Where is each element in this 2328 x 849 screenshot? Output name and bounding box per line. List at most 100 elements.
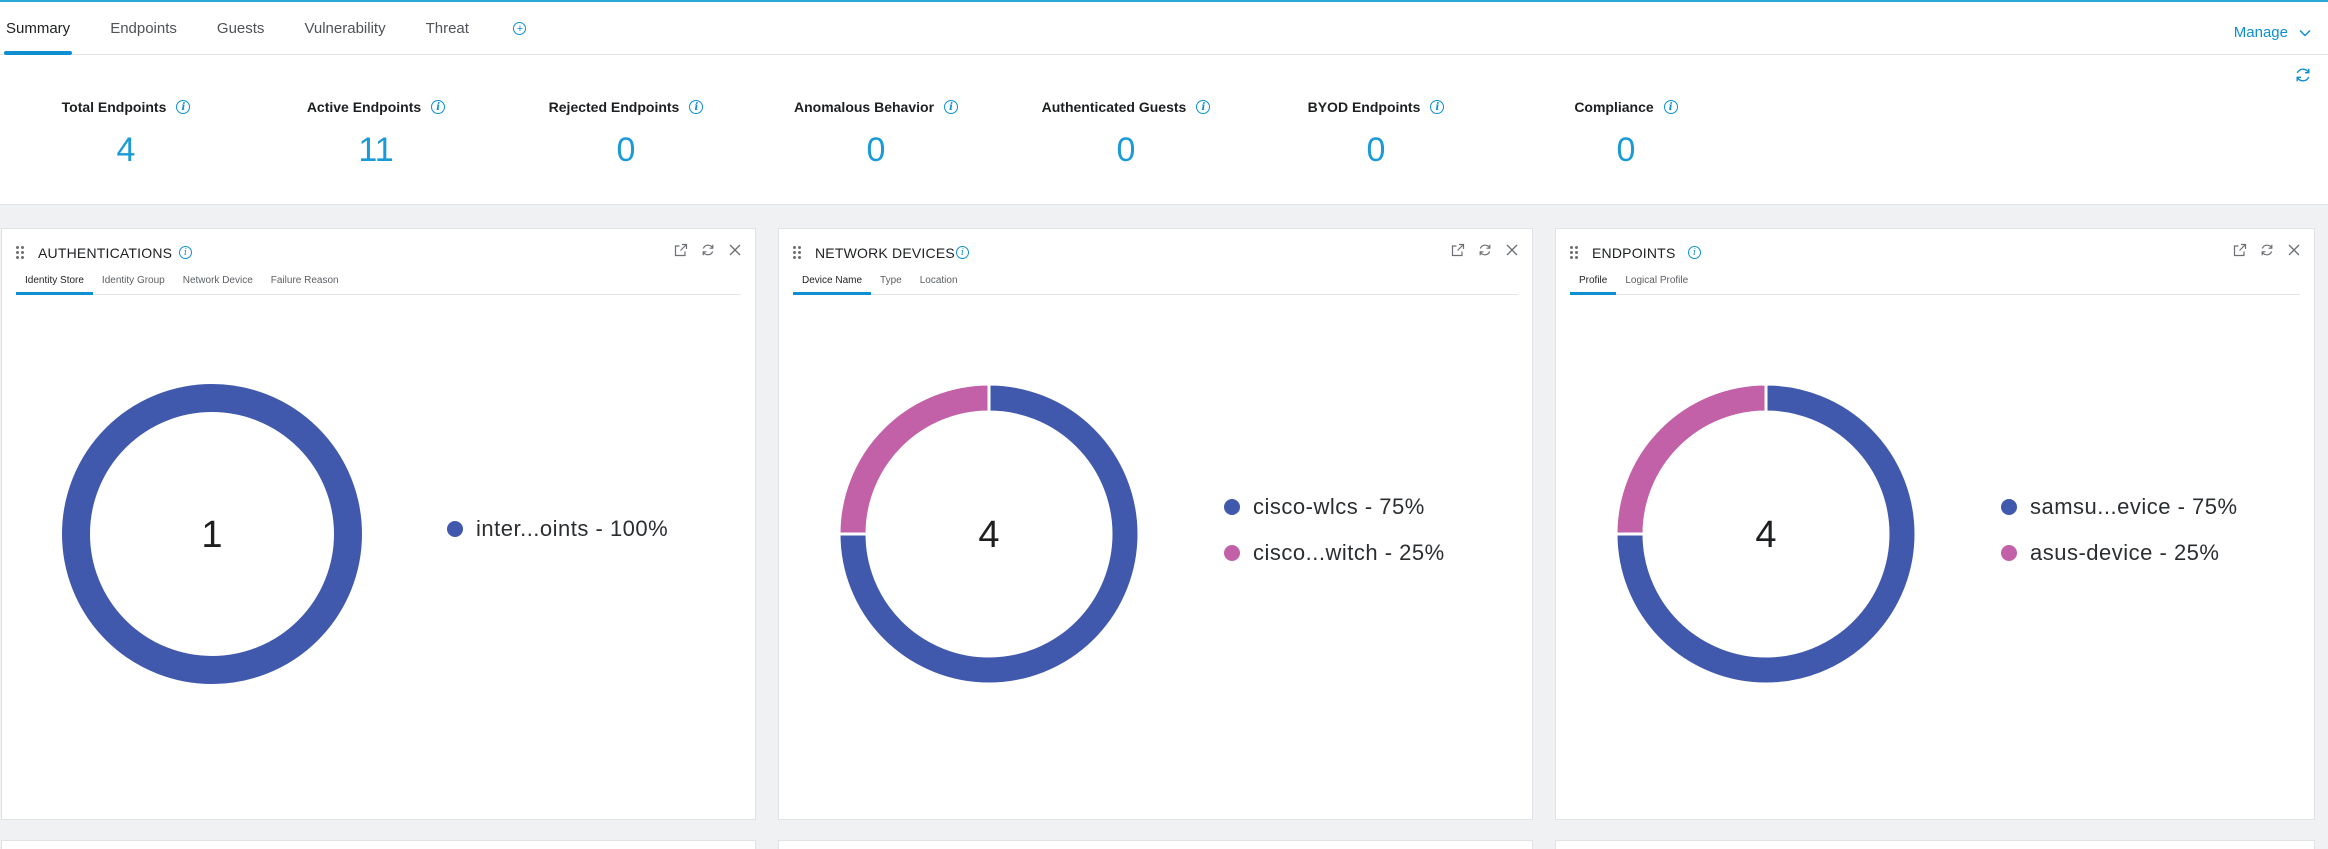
drag-handle-icon[interactable] (1570, 246, 1580, 260)
close-icon[interactable] (2286, 242, 2302, 258)
legend-swatch (2001, 499, 2017, 515)
open-external-icon[interactable] (2232, 242, 2248, 258)
manage-label: Manage (2233, 24, 2288, 41)
info-icon[interactable]: i (431, 100, 446, 114)
legend-swatch (1224, 499, 1240, 515)
legend-label: samsu...evice - 75% (2030, 494, 2238, 519)
tab-summary[interactable]: Summary (3, 2, 73, 55)
chevron-down-icon (2299, 29, 2311, 37)
plus-circle-icon: + (513, 22, 527, 35)
subtab-network-device[interactable]: Network Device (182, 275, 253, 286)
legend-label: asus-device - 25% (2030, 540, 2220, 565)
donut-slice[interactable] (837, 382, 991, 536)
info-icon[interactable]: i (1430, 100, 1445, 114)
close-icon[interactable] (1504, 242, 1520, 258)
open-external-icon[interactable] (673, 242, 689, 258)
summary-metrics: Total Endpoints i 4 Active Endpoints i 11 … (0, 55, 2328, 205)
subtab-location[interactable]: Location (919, 275, 958, 286)
tab-vulnerability[interactable]: Vulnerability (304, 20, 386, 37)
legend-label: cisco-wlcs - 75% (1253, 494, 1425, 519)
metric-label: Authenticated Guests (1041, 99, 1187, 115)
metric-byod-endpoints[interactable]: BYOD Endpoints i 0 (1261, 99, 1491, 170)
donut-slice[interactable] (1614, 382, 1918, 686)
top-tab-bar: Summary Endpoints Guests Vulnerability T… (0, 0, 2328, 55)
legend-label: inter...oints - 100% (476, 516, 669, 541)
metric-value: 11 (358, 131, 394, 169)
info-icon[interactable]: i (1196, 100, 1211, 114)
dashlet-authentications: AUTHENTICATIONS i (1, 228, 756, 820)
refresh-icon[interactable] (1477, 242, 1493, 258)
donut-chart: 4 (1614, 382, 1918, 686)
dashlet-network-devices: NETWORK DEVICES i (778, 228, 1533, 820)
tab-endpoints[interactable]: Endpoints (110, 20, 177, 37)
donut-slice[interactable] (1614, 382, 1768, 536)
subtab-device-name[interactable]: Device Name (793, 273, 872, 295)
tab-threat[interactable]: Threat (425, 20, 469, 37)
info-icon[interactable]: i (179, 246, 192, 259)
info-icon[interactable]: i (176, 100, 191, 114)
legend-item[interactable]: samsu...evice - 75% (2001, 484, 2238, 530)
legend-item[interactable]: inter...oints - 100% (447, 506, 668, 552)
info-icon[interactable]: i (1688, 246, 1701, 259)
metric-authenticated-guests[interactable]: Authenticated Guests i 0 (1011, 99, 1241, 170)
manage-menu[interactable]: Manage (2234, 2, 2312, 63)
legend-swatch (1224, 545, 1240, 561)
refresh-icon[interactable] (2259, 242, 2275, 258)
close-icon[interactable] (727, 242, 743, 258)
subtab-type[interactable]: Type (880, 275, 902, 286)
metric-compliance[interactable]: Compliance i 0 (1511, 99, 1741, 170)
dashlet-endpoints: ENDPOINTS i Profil (1555, 228, 2315, 820)
subtab-failure-reason[interactable]: Failure Reason (270, 275, 339, 286)
metric-label: BYOD Endpoints (1307, 99, 1421, 115)
legend-item[interactable]: asus-device - 25% (2001, 530, 2238, 576)
drag-handle-icon[interactable] (793, 246, 803, 260)
dashlet-title: AUTHENTICATIONS (38, 245, 173, 261)
dashlet-placeholder (1, 840, 756, 849)
add-tab-button[interactable]: + (511, 2, 529, 55)
subtab-logical-profile[interactable]: Logical Profile (1625, 275, 1689, 286)
info-icon[interactable]: i (944, 100, 959, 114)
dashlet-placeholder (1555, 840, 2315, 849)
donut-center-value: 1 (201, 514, 222, 556)
dashlet-title: ENDPOINTS (1592, 245, 1676, 261)
subtab-identity-group[interactable]: Identity Group (101, 275, 165, 286)
info-icon[interactable]: i (956, 246, 969, 259)
metric-label: Total Endpoints (61, 99, 167, 115)
donut-center-value: 4 (1755, 514, 1776, 556)
info-icon[interactable]: i (1663, 100, 1678, 114)
legend-item[interactable]: cisco-wlcs - 75% (1224, 484, 1445, 530)
metric-value: 0 (866, 131, 886, 169)
donut-chart: 1 (62, 384, 362, 684)
tab-guests[interactable]: Guests (216, 20, 265, 37)
dashlet-subtabs: Profile Logical Profile (1570, 273, 2300, 295)
metric-total-endpoints[interactable]: Total Endpoints i 4 (11, 99, 241, 170)
legend-swatch (2001, 545, 2017, 561)
metric-value: 0 (1616, 131, 1636, 169)
open-external-icon[interactable] (1450, 242, 1466, 258)
donut-slice[interactable] (62, 384, 362, 684)
refresh-icon[interactable] (700, 242, 716, 258)
info-icon[interactable]: i (689, 100, 704, 114)
metric-rejected-endpoints[interactable]: Rejected Endpoints i 0 (511, 99, 741, 170)
donut-center-value: 4 (978, 514, 999, 556)
dashboard-tabs: Summary Endpoints Guests Vulnerability T… (3, 2, 529, 55)
metric-label: Active Endpoints (306, 99, 422, 115)
metric-label: Compliance (1574, 99, 1654, 115)
legend-label: cisco...witch - 25% (1253, 540, 1445, 565)
metric-value: 0 (616, 131, 636, 169)
dashlet-header: AUTHENTICATIONS i (2, 229, 755, 271)
refresh-icon[interactable] (2293, 65, 2313, 85)
metric-label: Anomalous Behavior (793, 99, 935, 115)
metric-value: 4 (116, 131, 136, 169)
subtab-identity-store[interactable]: Identity Store (16, 273, 93, 295)
metric-active-endpoints[interactable]: Active Endpoints i 11 (261, 99, 491, 170)
metric-value: 0 (1116, 131, 1136, 169)
subtab-profile[interactable]: Profile (1570, 273, 1617, 295)
metric-anomalous-behavior[interactable]: Anomalous Behavior i 0 (761, 99, 991, 170)
drag-handle-icon[interactable] (16, 246, 26, 260)
dashlet-subtabs: Identity Store Identity Group Network Devi… (16, 273, 741, 295)
legend-item[interactable]: cisco...witch - 25% (1224, 530, 1445, 576)
dashlet-title: NETWORK DEVICES (815, 245, 955, 261)
donut-slice[interactable] (837, 382, 1141, 686)
